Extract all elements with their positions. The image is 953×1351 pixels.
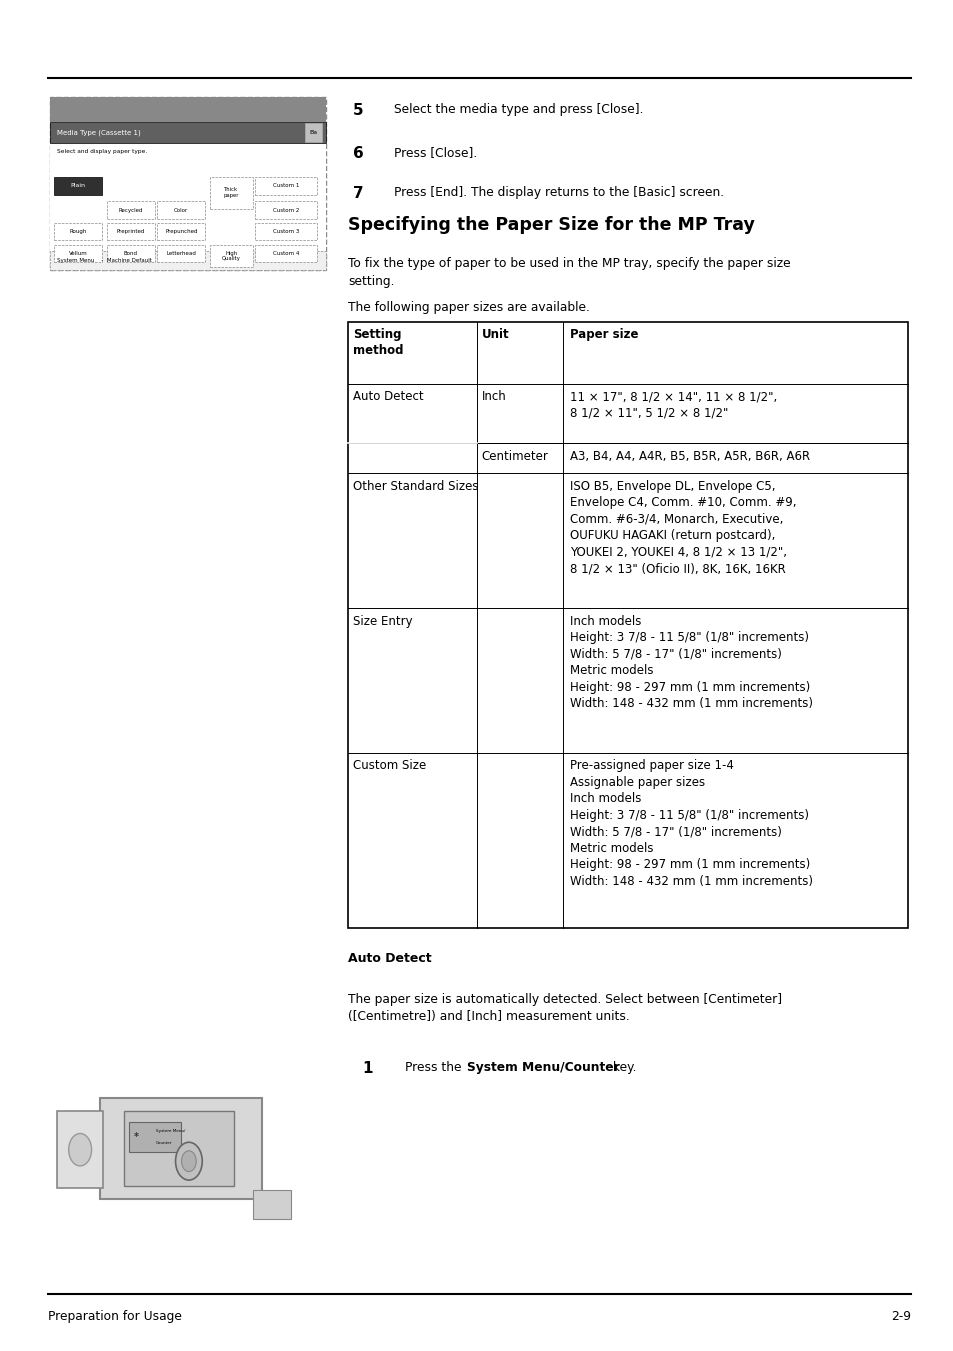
Text: Color: Color — [174, 208, 188, 212]
Text: Press the: Press the — [405, 1061, 465, 1074]
Text: Select and display paper type.: Select and display paper type. — [57, 149, 148, 154]
Text: Custom 2: Custom 2 — [273, 208, 298, 212]
Text: Ba: Ba — [310, 130, 317, 135]
Text: Auto Detect: Auto Detect — [348, 952, 432, 966]
Text: Auto Detect: Auto Detect — [353, 390, 423, 404]
Text: Bond: Bond — [124, 251, 137, 255]
Text: Plain: Plain — [71, 184, 86, 188]
Bar — [254, 223, 316, 240]
Text: 11 × 17", 8 1/2 × 14", 11 × 8 1/2",
8 1/2 × 11", 5 1/2 × 8 1/2": 11 × 17", 8 1/2 × 14", 11 × 8 1/2", 8 1/… — [569, 390, 777, 420]
Bar — [54, 223, 102, 240]
Text: ISO B5, Envelope DL, Envelope C5,
Envelope C4, Comm. #10, Comm. #9,
Comm. #6-3/4: ISO B5, Envelope DL, Envelope C5, Envelo… — [569, 480, 796, 576]
Text: The paper size is automatically detected. Select between [Centimeter]
([Centimet: The paper size is automatically detected… — [348, 993, 781, 1024]
Bar — [50, 251, 326, 270]
Text: The following paper sizes are available.: The following paper sizes are available. — [348, 301, 590, 315]
Text: Counter: Counter — [155, 1140, 172, 1144]
Bar — [157, 223, 205, 240]
Text: Custom Size: Custom Size — [353, 759, 426, 773]
Text: Recycled: Recycled — [118, 208, 143, 212]
Text: Rough: Rough — [70, 230, 87, 234]
Text: Letterhead: Letterhead — [166, 251, 196, 255]
Text: Other Standard Sizes: Other Standard Sizes — [353, 480, 478, 493]
Bar — [54, 245, 102, 262]
Text: Paper size: Paper size — [569, 328, 638, 342]
Text: Inch models
Height: 3 7/8 - 11 5/8" (1/8" increments)
Width: 5 7/8 - 17" (1/8" i: Inch models Height: 3 7/8 - 11 5/8" (1/8… — [569, 615, 812, 711]
Text: System Menu/Counter: System Menu/Counter — [467, 1061, 619, 1074]
Text: 2-9: 2-9 — [890, 1310, 910, 1324]
Bar — [157, 201, 205, 219]
Text: System Menu    -  Machine Default: System Menu - Machine Default — [57, 258, 152, 263]
Text: Vellum: Vellum — [69, 251, 88, 255]
Bar — [254, 201, 316, 219]
Bar — [157, 245, 205, 262]
Text: Thick
paper: Thick paper — [223, 188, 239, 199]
Bar — [57, 1112, 103, 1189]
Text: Press [End]. The display returns to the [Basic] screen.: Press [End]. The display returns to the … — [394, 186, 723, 200]
Text: Custom 1: Custom 1 — [273, 184, 298, 188]
Bar — [100, 1098, 262, 1200]
Text: To fix the type of paper to be used in the MP tray, specify the paper size
setti: To fix the type of paper to be used in t… — [348, 257, 790, 288]
Bar — [124, 1112, 233, 1186]
Text: A3, B4, A4, A4R, B5, B5R, A5R, B6R, A6R: A3, B4, A4, A4R, B5, B5R, A5R, B6R, A6R — [569, 450, 809, 463]
Bar — [210, 177, 253, 208]
Bar — [107, 245, 154, 262]
Bar — [305, 123, 322, 142]
Bar — [50, 122, 326, 143]
Text: Size Entry: Size Entry — [353, 615, 412, 628]
Bar — [253, 1190, 291, 1220]
Text: Press [Close].: Press [Close]. — [394, 146, 476, 159]
Text: Custom 4: Custom 4 — [273, 251, 298, 255]
Text: Centimeter: Centimeter — [481, 450, 548, 463]
Text: Unit: Unit — [481, 328, 509, 342]
Text: 7: 7 — [353, 186, 363, 201]
Bar — [50, 143, 326, 270]
Bar — [210, 245, 253, 267]
Text: Setting
method: Setting method — [353, 328, 403, 357]
Bar — [107, 201, 154, 219]
Bar — [50, 97, 326, 122]
Bar — [54, 177, 102, 195]
Text: 5: 5 — [353, 103, 363, 118]
Text: Preprinted: Preprinted — [116, 230, 145, 234]
Bar — [107, 223, 154, 240]
Bar — [348, 322, 907, 928]
Bar — [254, 177, 316, 195]
Text: Preparation for Usage: Preparation for Usage — [48, 1310, 181, 1324]
Text: Prepunched: Prepunched — [165, 230, 197, 234]
Text: Inch: Inch — [481, 390, 506, 404]
Text: Select the media type and press [Close].: Select the media type and press [Close]. — [394, 103, 643, 116]
Bar — [129, 1123, 181, 1152]
Circle shape — [175, 1143, 202, 1181]
Text: System Menu/: System Menu/ — [155, 1129, 185, 1133]
Text: 6: 6 — [353, 146, 363, 161]
Text: Custom 3: Custom 3 — [273, 230, 298, 234]
Text: *: * — [133, 1132, 139, 1142]
Text: 1: 1 — [362, 1061, 373, 1075]
Text: Specifying the Paper Size for the MP Tray: Specifying the Paper Size for the MP Tra… — [348, 216, 754, 234]
Circle shape — [181, 1151, 196, 1171]
Text: High
Quality: High Quality — [222, 250, 240, 261]
Text: Media Type (Cassette 1): Media Type (Cassette 1) — [57, 130, 141, 135]
Bar — [50, 97, 326, 270]
Text: key.: key. — [608, 1061, 636, 1074]
Bar — [254, 245, 316, 262]
Circle shape — [69, 1133, 91, 1166]
Text: Pre-assigned paper size 1-4
Assignable paper sizes
Inch models
Height: 3 7/8 - 1: Pre-assigned paper size 1-4 Assignable p… — [569, 759, 812, 888]
